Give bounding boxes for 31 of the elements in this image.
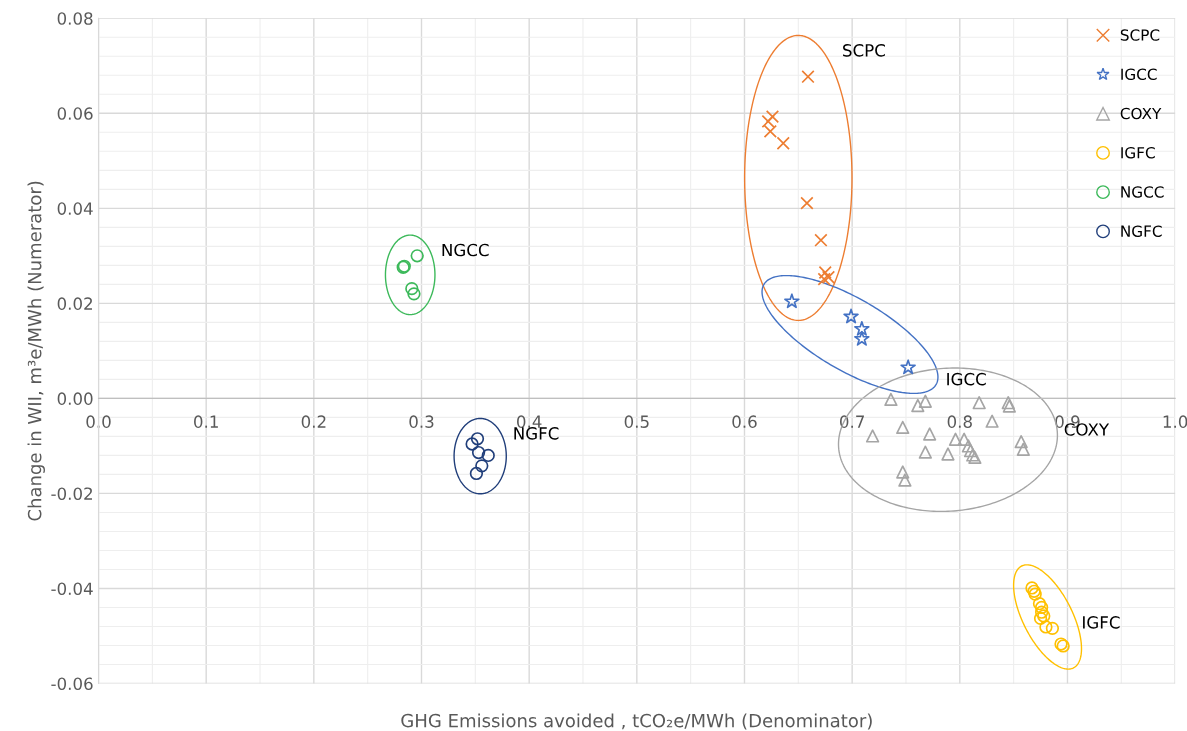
annotation: IGCC <box>947 372 986 386</box>
legend-label: IGCC <box>1121 68 1157 81</box>
legend-label: NGCC <box>1121 186 1164 198</box>
y-tick-label: 0.06 <box>57 107 93 120</box>
legend-label: NGFC <box>1121 225 1162 237</box>
legend-label: COXY <box>1120 107 1162 120</box>
annotation: NGFC <box>514 427 559 440</box>
x-axis-title: GHG Emissions avoided , tCO₂e/MWh (Denominator) <box>401 713 872 730</box>
annotation: NGCC <box>442 243 489 257</box>
annotation: SCPC <box>843 44 885 57</box>
legend-label: IGFC <box>1121 146 1155 159</box>
x-tick-label: 0.3 <box>409 415 434 428</box>
y-tick-label: -0.04 <box>51 582 93 596</box>
y-tick-label: 0.04 <box>57 202 93 215</box>
x-tick-label: 0.6 <box>732 415 757 428</box>
x-tick-label: 1.0 <box>1163 415 1187 428</box>
x-tick-label: 0.8 <box>947 415 972 428</box>
y-axis-title: Change in WII, m³e/MWh (Numerator) <box>27 181 45 521</box>
x-tick-label: 0.7 <box>839 415 864 428</box>
y-tick-label: -0.02 <box>51 487 92 500</box>
x-tick-label: 0.4 <box>517 415 542 428</box>
x-tick-label: 0.1 <box>194 415 218 428</box>
y-tick-label: -0.06 <box>51 677 93 691</box>
annotation: IGFC <box>1083 616 1120 629</box>
y-tick-label: 0.02 <box>57 297 92 310</box>
legend-label: SCPC <box>1120 29 1160 41</box>
x-tick-label: 0.2 <box>301 415 326 428</box>
x-tick-label: 0.5 <box>624 415 649 428</box>
y-tick-label: 0.08 <box>57 12 93 25</box>
y-tick-label: 0.00 <box>57 392 93 405</box>
x-tick-label: 0.0 <box>86 415 111 428</box>
